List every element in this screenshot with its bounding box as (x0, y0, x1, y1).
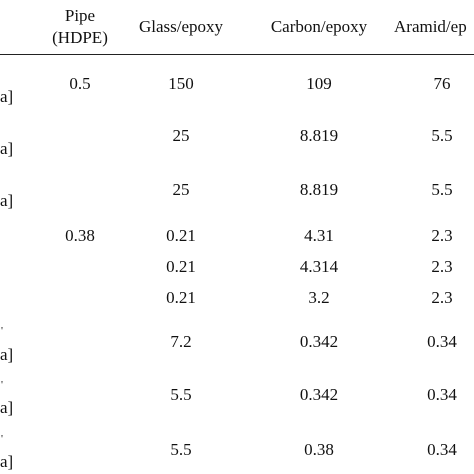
cell-glass: 150 (168, 74, 194, 93)
cell-pipe: 0.38 (65, 226, 95, 245)
row-label-fragment: a] (0, 398, 14, 417)
cell-carbon: 0.342 (299, 385, 339, 404)
cell-carbon: 4.314 (299, 257, 339, 276)
row-label-fragment: a] (0, 345, 14, 364)
header-pipe-line1: Pipe (64, 6, 96, 25)
cell-carbon: 109 (306, 74, 332, 93)
cell-aramid: 5.5 (431, 180, 453, 199)
cell-carbon: 0.342 (299, 332, 339, 351)
cell-aramid: 76 (433, 74, 451, 93)
row-label-fragment: a] (0, 191, 14, 210)
cell-aramid: 2.3 (431, 226, 453, 245)
cell-carbon: 8.819 (299, 180, 339, 199)
cell-aramid: 0.34 (427, 440, 457, 459)
cell-aramid: 0.34 (427, 332, 457, 351)
row-label-fragment: a] (0, 87, 14, 106)
cell-carbon: 0.38 (304, 440, 334, 459)
header-aramid-epoxy: Aramid/ep (394, 17, 467, 36)
row-label-tick: ' (1, 433, 3, 445)
row-label-fragment: a] (0, 139, 14, 158)
cell-aramid: 2.3 (431, 257, 453, 276)
row-label-tick: ' (1, 379, 3, 391)
cell-glass: 5.5 (170, 385, 192, 404)
cell-glass: 25 (172, 180, 190, 199)
cell-glass: 25 (172, 126, 190, 145)
cell-carbon: 4.31 (304, 226, 334, 245)
header-rule (0, 54, 474, 55)
cell-aramid: 5.5 (431, 126, 453, 145)
cell-carbon: 3.2 (308, 288, 330, 307)
cell-aramid: 2.3 (431, 288, 453, 307)
row-label-fragment: a] (0, 452, 14, 471)
cell-aramid: 0.34 (427, 385, 457, 404)
header-glass-epoxy: Glass/epoxy (138, 17, 224, 36)
row-label-tick: ' (1, 325, 3, 337)
cell-glass: 0.21 (166, 226, 196, 245)
header-carbon-epoxy: Carbon/epoxy (270, 17, 368, 36)
cell-glass: 0.21 (166, 288, 196, 307)
cell-glass: 7.2 (170, 332, 192, 351)
cell-carbon: 8.819 (299, 126, 339, 145)
cell-glass: 5.5 (170, 440, 192, 459)
cell-glass: 0.21 (166, 257, 196, 276)
cell-pipe: 0.5 (69, 74, 91, 93)
header-pipe-line2: (HDPE) (52, 28, 108, 47)
